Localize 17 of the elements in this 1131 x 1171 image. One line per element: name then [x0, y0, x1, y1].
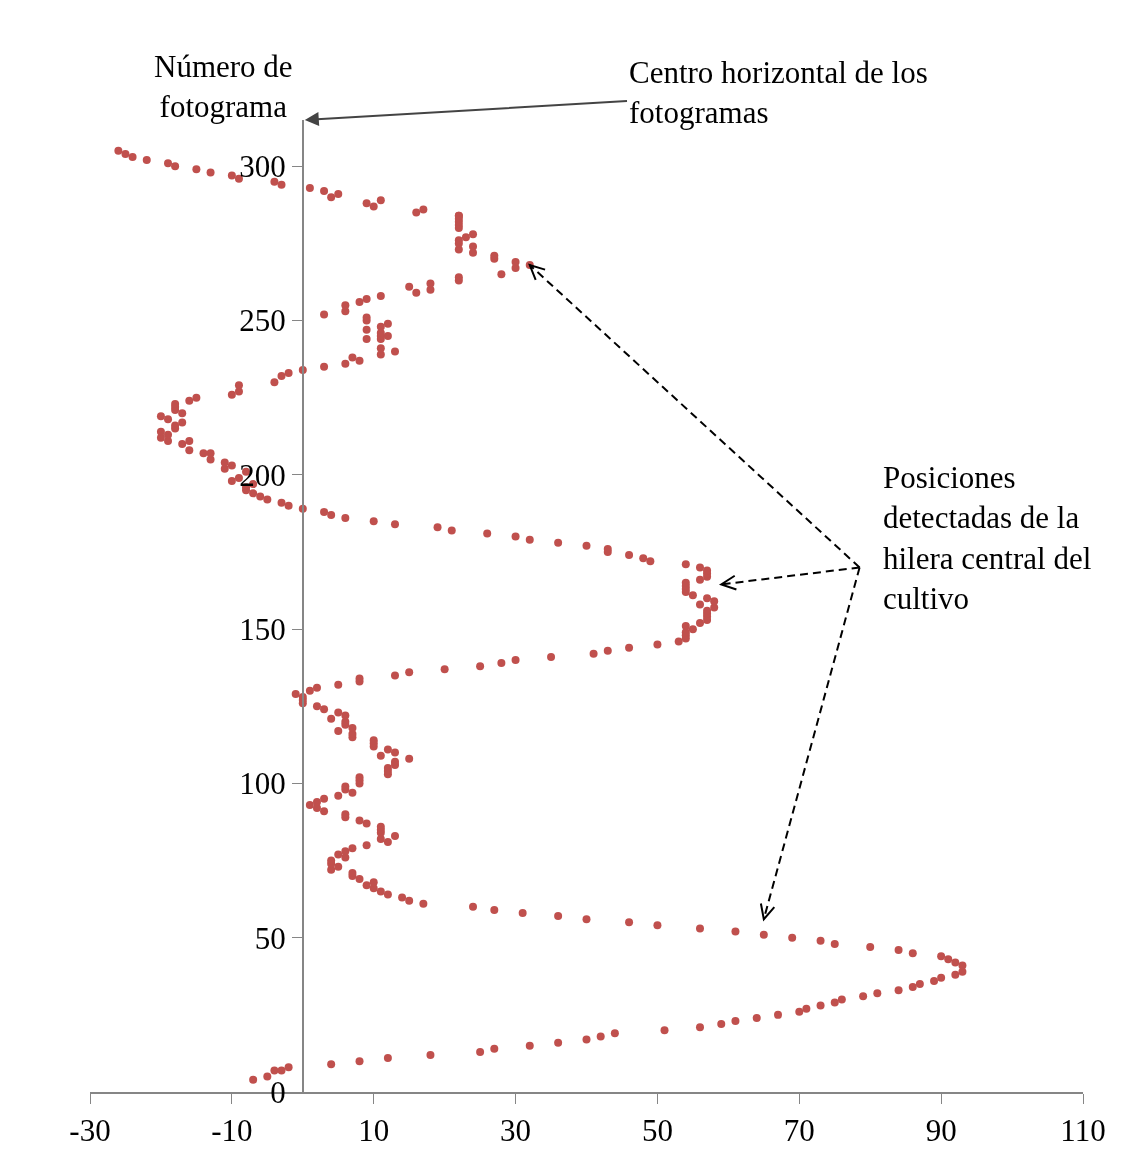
x-tick-label: 110 — [1060, 1112, 1106, 1148]
x-tick-label: 70 — [783, 1112, 815, 1148]
x-tick-label: 90 — [925, 1112, 957, 1148]
y-tick-label: 50 — [254, 920, 286, 956]
x-tick-label: 50 — [641, 1112, 673, 1148]
x-tick-label: 10 — [358, 1112, 390, 1148]
y-tick-label: 150 — [239, 611, 286, 647]
y-tick-label: 250 — [239, 303, 286, 339]
x-tick-label: -30 — [69, 1112, 111, 1148]
y-tick-label: 100 — [239, 766, 286, 802]
annotation: Centro horizontal de los fotogramas — [629, 55, 928, 131]
x-tick-label: 30 — [500, 1112, 532, 1148]
y-tick-label: 300 — [239, 149, 286, 185]
y-tick-label: 0 — [270, 1074, 286, 1110]
y-axis-title: Número de fotograma — [154, 49, 293, 125]
x-tick-label: -10 — [211, 1112, 253, 1148]
annotation: Posiciones detectadas de la hilera central del cultivo — [883, 460, 1092, 616]
